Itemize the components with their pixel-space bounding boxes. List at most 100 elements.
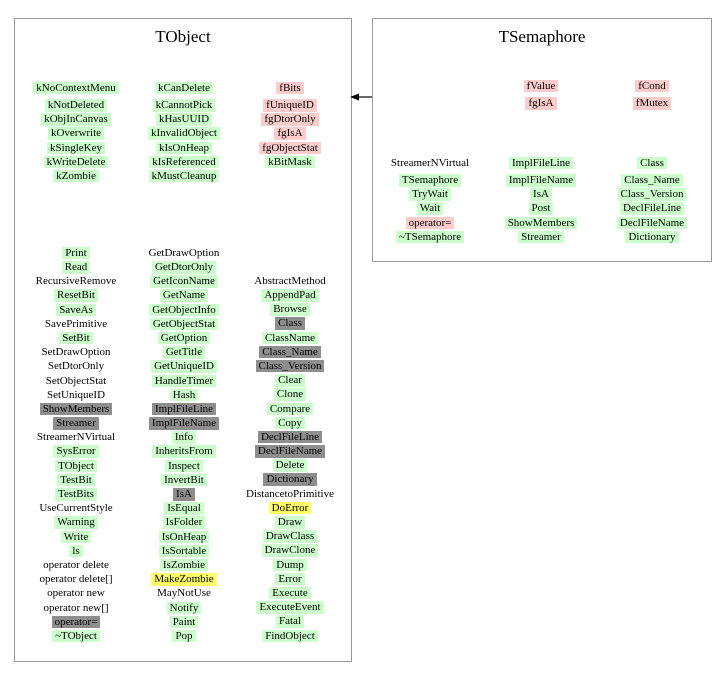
member-label-getobjectstat: GetObjectStat [149, 317, 219, 331]
member-row: Class_Version [595, 187, 709, 201]
member-label-notify: Notify [166, 601, 202, 615]
member-row: HandleTimer [127, 374, 241, 388]
member-group: Class Class_Name Class_Version DeclFileLine… [595, 156, 709, 244]
member-row: fCond [595, 79, 709, 93]
member-label-fatal: Fatal [276, 615, 304, 628]
member-row: SetDtorOnly [19, 360, 133, 374]
member-label-dictionary: Dictionary [625, 230, 679, 244]
member-row: fgIsA [231, 127, 349, 141]
member-label-trywait: TryWait [409, 188, 451, 201]
member-label-setuniqueid: SetUniqueID [46, 388, 106, 401]
member-label-dump: Dump [273, 558, 307, 572]
member-group: fBits fUniqueID fgDtorOnly fgIsA fgObjectSta… [231, 81, 349, 169]
member-row: DeclFileLine [595, 202, 709, 216]
member-row: operator new[] [19, 601, 133, 615]
member-row: Error [231, 572, 349, 586]
member-row: Class_Name [595, 173, 709, 187]
member-row: kInvalidObject [127, 127, 241, 141]
member-row: Notify [127, 601, 241, 615]
member-row: RecursiveRemove [19, 274, 133, 288]
member-label-getoption: GetOption [157, 331, 211, 345]
member-label-draw: Draw [274, 516, 306, 529]
member-row: Fatal [231, 615, 349, 629]
member-row: fMutex [595, 96, 709, 110]
member-row: Class_Version [231, 359, 349, 373]
member-row: kZombie [19, 169, 133, 183]
member-label-pop: Pop [172, 629, 196, 643]
member-row: Hash [127, 388, 241, 402]
member-label-syserror: SysError [53, 445, 99, 458]
member-row: Class [231, 317, 349, 331]
member-row: DeclFileLine [231, 430, 349, 444]
member-row: Write [19, 530, 133, 544]
member-row: ImplFileName [127, 416, 241, 430]
member-label-declfilename: DeclFileName [254, 445, 326, 458]
member-row: SysError [19, 445, 133, 459]
member-label-kisreferenced: kIsReferenced [149, 155, 219, 169]
member-row: Post [485, 202, 597, 216]
member-label-delete: Delete [272, 459, 308, 472]
member-label-usecurrentstyle: UseCurrentStyle [39, 502, 113, 515]
member-label-execute: Execute [269, 586, 311, 600]
member-label-fbits: fBits [276, 81, 304, 95]
member-row: Dump [231, 558, 349, 572]
member-row: ShowMembers [19, 402, 133, 416]
member-label-getdtoronly: GetDtorOnly [151, 261, 217, 274]
member-row: Clone [231, 388, 349, 402]
member-label-dictionary: Dictionary [263, 473, 317, 486]
member-label-implfilename: ImplFileName [505, 174, 577, 187]
member-row: AbstractMethod [231, 274, 349, 288]
member-label-compare: Compare [266, 402, 314, 416]
member-row: kMustCleanup [127, 169, 241, 183]
member-row: kObjInCanvas [19, 112, 133, 126]
member-label-tobject: ~TObject [52, 629, 100, 643]
member-label-operator-new: operator new [47, 587, 105, 600]
member-label-handletimer: HandleTimer [151, 374, 217, 388]
member-column: kNoContextMenu kNotDeleted kObjInCanvas kOv… [19, 19, 133, 661]
member-label-isfolder: IsFolder [162, 516, 206, 529]
member-label-info: Info [171, 431, 197, 444]
member-label-fgisa: fgIsA [525, 97, 557, 110]
member-label-funiqueid: fUniqueID [263, 99, 317, 112]
member-group: kCanDelete kCannotPick kHasUUID kInvalidObj… [127, 81, 241, 183]
member-label-testbits: TestBits [55, 488, 97, 501]
member-group: Print Read RecursiveRemove ResetBit SaveAs Sa… [19, 246, 133, 643]
member-row: DeclFileName [231, 444, 349, 458]
member-row: IsZombie [127, 558, 241, 572]
member-row: operator= [375, 216, 485, 230]
member-label-operator: operator= [405, 216, 455, 230]
member-label-tsemaphore: ~TSemaphore [395, 230, 465, 244]
member-label-inspect: Inspect [165, 459, 203, 473]
member-label-koverwrite: kOverwrite [47, 127, 105, 140]
inheritance-arrow-icon [350, 93, 373, 101]
member-label-class-name: Class_Name [259, 345, 321, 359]
member-row: GetUniqueID [127, 360, 241, 374]
member-row: Compare [231, 402, 349, 416]
member-label-kmustcleanup: kMustCleanup [148, 169, 220, 183]
member-row: fBits [231, 81, 349, 95]
member-label-streamernvirtual: StreamerNVirtual [36, 431, 116, 444]
member-row: ClassName [231, 331, 349, 345]
member-row: Warning [19, 516, 133, 530]
member-label-declfileline: DeclFileLine [619, 202, 685, 215]
member-label-maynotuse: MayNotUse [157, 587, 211, 600]
member-row: TestBits [19, 487, 133, 501]
member-label-resetbit: ResetBit [54, 289, 98, 302]
member-label-operator-delete: operator delete [43, 558, 109, 571]
member-row: kWriteDelete [19, 155, 133, 169]
member-row: ~TSemaphore [375, 230, 485, 244]
member-row: DeclFileName [595, 216, 709, 230]
member-label-tsemaphore: TSemaphore [398, 174, 462, 187]
tsemaphore-title: TSemaphore [498, 27, 586, 46]
member-row: fgIsA [485, 96, 597, 110]
member-label-class: Class [275, 317, 305, 330]
member-row: Streamer [19, 416, 133, 430]
member-row: kNotDeleted [19, 98, 133, 112]
member-label-kbitmask: kBitMask [265, 155, 315, 169]
member-row: Delete [231, 458, 349, 472]
member-label-isa: IsA [173, 488, 195, 501]
member-label-warning: Warning [54, 516, 98, 529]
member-row: AppendPad [231, 288, 349, 302]
member-label-implfilename: ImplFileName [148, 417, 220, 430]
member-label-clear: Clear [275, 374, 305, 387]
